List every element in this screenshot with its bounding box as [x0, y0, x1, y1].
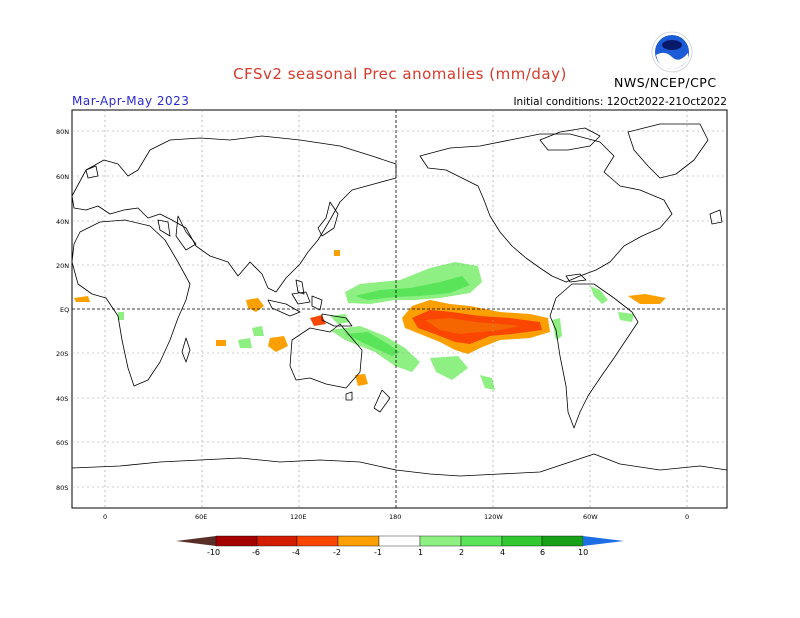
noaa-logo-icon	[651, 31, 693, 73]
lon-label: 180	[389, 513, 402, 521]
lon-label: 60W	[583, 513, 598, 521]
legend-swatch	[501, 535, 543, 547]
legend-swatch	[296, 535, 339, 547]
season-label: Mar-Apr-May 2023	[72, 94, 190, 108]
legend-swatch	[215, 535, 258, 547]
coastlines	[71, 123, 728, 477]
lat-label: 20S	[56, 350, 69, 358]
lat-label: 40N	[56, 218, 70, 226]
map-gridlines	[72, 110, 727, 508]
lat-label: 20N	[56, 262, 70, 270]
legend-label: -1	[374, 548, 382, 557]
legend-label: -2	[333, 548, 341, 557]
legend-swatch-highest	[583, 536, 624, 546]
legend-swatch	[378, 535, 421, 547]
lon-label: 0	[103, 513, 108, 521]
lon-label: 60E	[195, 513, 208, 521]
coastline-antarctica	[71, 453, 728, 477]
lat-label: EQ	[60, 306, 70, 314]
anomaly-dry-atlantic	[628, 294, 666, 304]
lat-label: 60N	[56, 173, 70, 181]
lon-label: 120E	[290, 513, 307, 521]
lon-label: 0	[685, 513, 690, 521]
legend-label: 6	[540, 548, 546, 557]
legend-label: -4	[292, 548, 300, 557]
legend-swatch	[256, 535, 298, 547]
legend-label: 2	[459, 548, 465, 557]
legend-swatch	[541, 535, 584, 547]
legend-label: 10	[578, 548, 589, 557]
legend-swatch	[419, 535, 462, 547]
lat-label: 80S	[56, 484, 69, 492]
legend-colorbar	[176, 535, 624, 547]
lat-label: 60S	[56, 439, 69, 447]
initial-conditions: Initial conditions: 12Oct2022-21Oct2022	[513, 96, 727, 108]
legend-label: -10	[207, 548, 221, 557]
legend-label: 1	[418, 548, 424, 557]
coastline-greenland	[627, 123, 709, 179]
coastline-north-america	[419, 133, 673, 283]
legend-label: 4	[500, 548, 506, 557]
agency-label: NWS/NCEP/CPC	[614, 75, 717, 90]
map-title: CFSv2 seasonal Prec anomalies (mm/day)	[233, 65, 567, 83]
legend-swatch	[460, 535, 503, 547]
legend-label: -6	[252, 548, 260, 557]
coastline-eurasia	[71, 135, 397, 293]
legend-swatch-lowest	[176, 536, 216, 546]
lon-label: 120W	[484, 513, 503, 521]
coastline-australia	[289, 323, 363, 389]
anomaly-wet-south-america	[590, 286, 608, 304]
lat-label: 40S	[56, 395, 69, 403]
coastline-japan	[317, 201, 339, 237]
lat-label: 80N	[56, 128, 70, 136]
coastline-africa	[71, 219, 191, 387]
coastline-south-america	[549, 283, 639, 429]
anomaly-shading	[74, 250, 666, 390]
legend-swatch	[337, 535, 380, 547]
